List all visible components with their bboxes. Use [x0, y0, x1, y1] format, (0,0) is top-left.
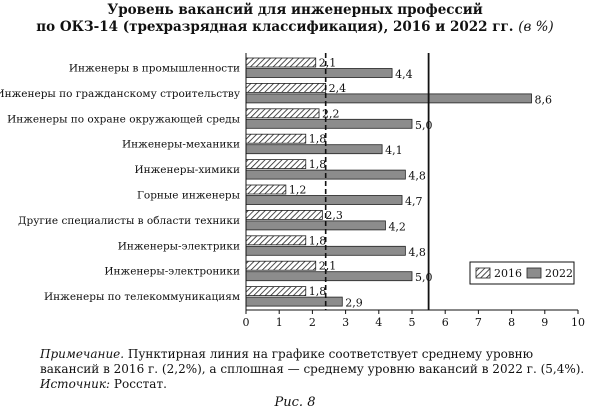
value-label-2016: 1,8 [309, 158, 327, 171]
value-label-2022: 4,8 [408, 246, 426, 259]
value-label-2022: 4,2 [388, 220, 406, 233]
category-label: Инженеры-электроники [104, 266, 240, 278]
value-label-2016: 1,8 [309, 133, 327, 146]
figure-caption: Рис. 8 [274, 395, 316, 410]
bar-2016 [245, 235, 307, 246]
bar-2016 [245, 83, 327, 93]
legend-label-2022: 2022 [545, 267, 573, 280]
bar-2022 [245, 271, 413, 282]
x-tick-label: 4 [375, 316, 382, 329]
value-label-2016: 1,8 [309, 234, 327, 247]
category-label: Инженеры в промышленности [69, 63, 240, 75]
bar-2016 [245, 159, 307, 170]
legend-label-2016: 2016 [494, 267, 522, 280]
bar-2016 [245, 260, 317, 271]
category-label: Инженеры по телекоммуникациям [44, 291, 240, 303]
chart-title: Уровень вакансий для инженерных професси… [0, 2, 590, 36]
value-label-2016: 1,8 [309, 285, 327, 298]
legend: 2016 2022 [469, 261, 575, 285]
chart-title-unit: (в %) [518, 19, 554, 35]
chart-title-main: по ОКЗ-14 (трехразрядная классификация),… [36, 19, 514, 35]
value-label-2016: 2,3 [325, 209, 343, 222]
source-line: Источник: Росстат. [40, 377, 585, 392]
value-label-2022: 4,1 [385, 144, 403, 157]
value-label-2022: 4,7 [405, 195, 423, 208]
value-label-2016: 2,4 [329, 82, 347, 95]
category-label: Другие специалисты в области техники [18, 215, 240, 227]
value-label-2016: 2,1 [319, 260, 337, 273]
bar-2016 [245, 209, 323, 220]
category-label: Инженеры-электрики [118, 240, 240, 252]
reference-lines [324, 53, 430, 310]
legend-swatch-2016 [475, 267, 491, 279]
bar-2022 [245, 118, 413, 129]
value-label-2022: 4,4 [395, 68, 413, 81]
source-label: Источник: [40, 377, 111, 391]
bar-2022 [245, 195, 403, 205]
bar-2016 [245, 108, 320, 119]
category-labels: Инженеры в промышленности Инженеры по гра… [0, 63, 241, 304]
value-label-2016: 2,1 [319, 57, 337, 70]
bar-2016 [245, 57, 317, 68]
bar-chart: 2,1 4,4 2,4 8,6 2,2 5,0 1,8 4,1 1,8 4,8 1,2 4,7 2,3 4… [0, 53, 585, 329]
bar-2022 [245, 68, 393, 78]
chart-title-line2: по ОКЗ-14 (трехразрядная классификация),… [0, 19, 590, 36]
chart-notes: Примечание. Пунктирная линия на графике … [40, 347, 585, 392]
x-tick-label: 8 [508, 316, 515, 329]
x-tick-label: 9 [541, 316, 548, 329]
value-label-2016: 2,2 [322, 107, 340, 120]
value-label-2022: 4,8 [408, 170, 426, 183]
note-paragraph: Примечание. Пунктирная линия на графике … [40, 347, 585, 377]
chart-title-line1: Уровень вакансий для инженерных професси… [107, 2, 483, 18]
x-tick-label: 3 [342, 316, 349, 329]
bar-2022 [245, 296, 343, 307]
x-tick-label: 2 [309, 316, 316, 329]
bar-2022 [245, 93, 532, 104]
source-text: Росстат. [110, 377, 167, 391]
value-label-2022: 8,6 [535, 93, 553, 106]
value-labels: 2,1 4,4 2,4 8,6 2,2 5,0 1,8 4,1 1,8 4,8 1,2 4,7 2,3 4… [289, 57, 552, 310]
x-tick-label: 6 [442, 316, 449, 329]
note-label: Примечание. [40, 347, 125, 361]
category-label: Инженеры по охране окружающей среды [7, 113, 240, 125]
value-label-2022: 5,0 [415, 119, 433, 132]
legend-box [469, 261, 575, 285]
note-text: Пунктирная линия на графике соответствуе… [40, 347, 585, 376]
bar-2016 [245, 184, 287, 195]
legend-swatch-2022 [526, 267, 542, 279]
value-label-2022: 2,9 [345, 297, 363, 310]
value-label-2022: 5,0 [415, 271, 433, 284]
category-label: Инженеры по гражданскому строительству [0, 88, 241, 100]
x-tick-label: 0 [243, 316, 250, 329]
bar-2022 [245, 144, 383, 155]
x-tick-label: 10 [571, 316, 585, 329]
bar-2016 [245, 286, 307, 297]
x-axis: 0 1 2 3 4 5 6 7 8 9 10 [243, 53, 585, 329]
x-tick-label: 5 [409, 316, 416, 329]
category-label: Инженеры-механики [122, 139, 240, 151]
bar-2022 [245, 220, 386, 231]
x-tick-label: 7 [475, 316, 482, 329]
x-tick-label: 1 [276, 316, 283, 329]
category-label: Инженеры-химики [134, 164, 240, 176]
bar-2016 [245, 133, 307, 144]
value-label-2016: 1,2 [289, 184, 307, 197]
category-label: Горные инженеры [137, 190, 240, 202]
